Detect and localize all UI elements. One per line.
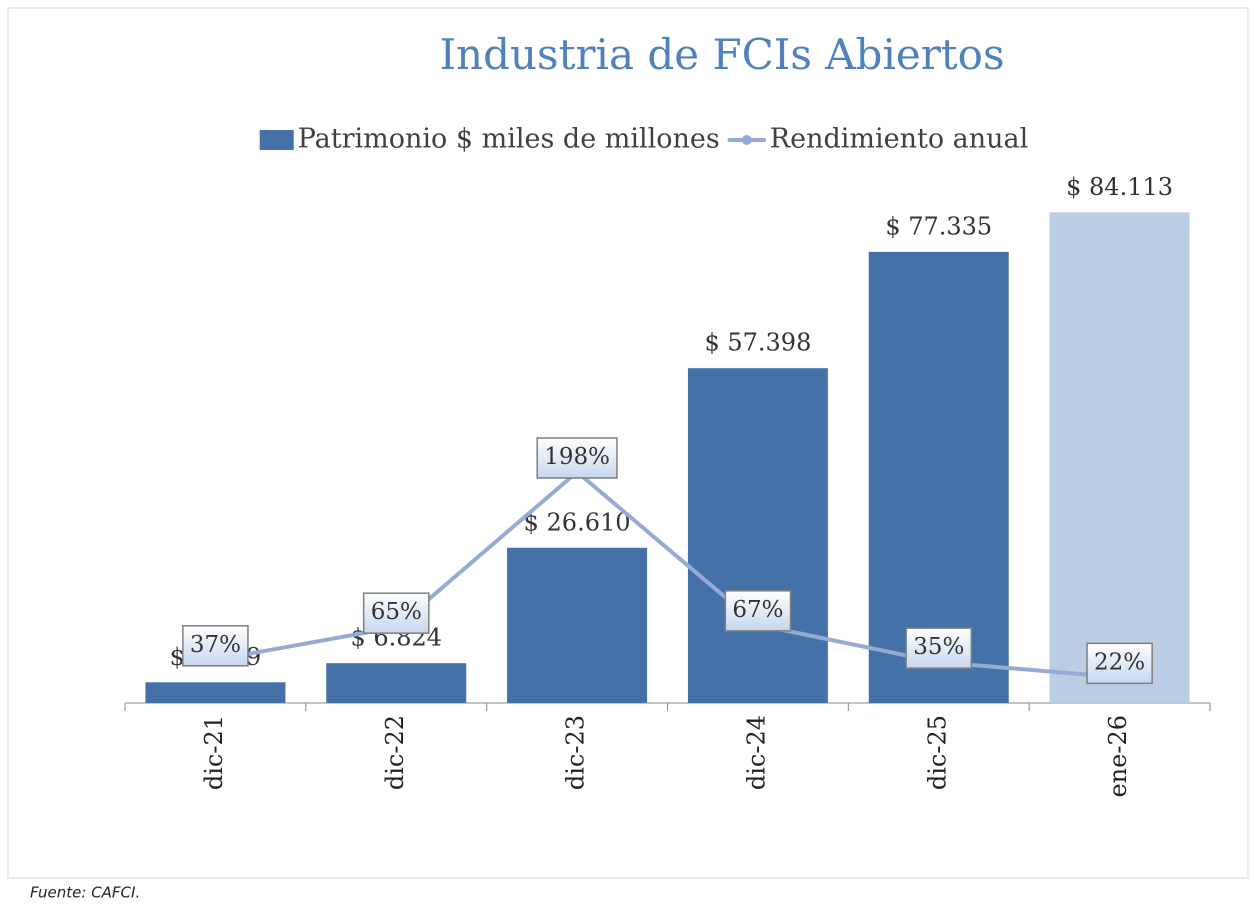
line-value-label-box: 65% [362, 592, 430, 634]
x-tick-label: ene-26 [1104, 715, 1132, 798]
label-box [362, 592, 430, 634]
x-tick-label: dic-21 [200, 715, 228, 790]
x-tick-label: dic-25 [923, 715, 951, 790]
bar-value-label: $ 26.610 [524, 508, 631, 536]
legend-item: Rendimiento anual [727, 124, 1029, 155]
line-value-label-box: 37% [182, 625, 249, 667]
line-value-label-box: 198% [536, 437, 618, 479]
legend-item: Patrimonio $ miles de millones [259, 124, 720, 155]
chart-title: Industria de FCIs Abiertos [439, 30, 1004, 79]
line-value-label: 22% [1094, 649, 1145, 675]
bar [507, 547, 648, 703]
bar-value-label: $ 77.335 [885, 212, 992, 240]
legend-swatch [259, 130, 294, 150]
legend-label: Rendimiento anual [770, 124, 1029, 155]
bar [1049, 212, 1190, 704]
bar [145, 682, 286, 703]
line-value-label-box: 35% [905, 627, 973, 669]
bar [687, 368, 828, 703]
line-value-label: 65% [371, 599, 422, 625]
x-tick-label: dic-23 [562, 715, 590, 790]
legend-label: Patrimonio $ miles de millones [298, 124, 720, 155]
label-box [1086, 642, 1153, 685]
source-note: Fuente: CAFCI. [30, 884, 140, 902]
label-box [724, 590, 792, 632]
chart-frame [7, 7, 1249, 879]
x-tick-label: dic-24 [742, 715, 770, 790]
legend-marker [741, 135, 752, 145]
line-value-label: 35% [913, 634, 964, 660]
label-box [905, 627, 973, 669]
line-value-label: 67% [732, 597, 783, 623]
label-box [182, 625, 249, 667]
line-value-label: 198% [544, 444, 610, 470]
bar-value-label: $ 57.398 [704, 329, 811, 357]
x-tick-label: dic-22 [381, 715, 409, 790]
legend: Patrimonio $ miles de millones Rendimient… [259, 124, 1029, 155]
bar [326, 663, 467, 703]
line-value-label: 37% [190, 632, 241, 658]
line-value-label-box: 22% [1086, 642, 1153, 685]
line-value-label-box: 67% [724, 590, 792, 632]
label-box [536, 437, 618, 479]
bar-value-label: $ 84.113 [1066, 173, 1173, 201]
